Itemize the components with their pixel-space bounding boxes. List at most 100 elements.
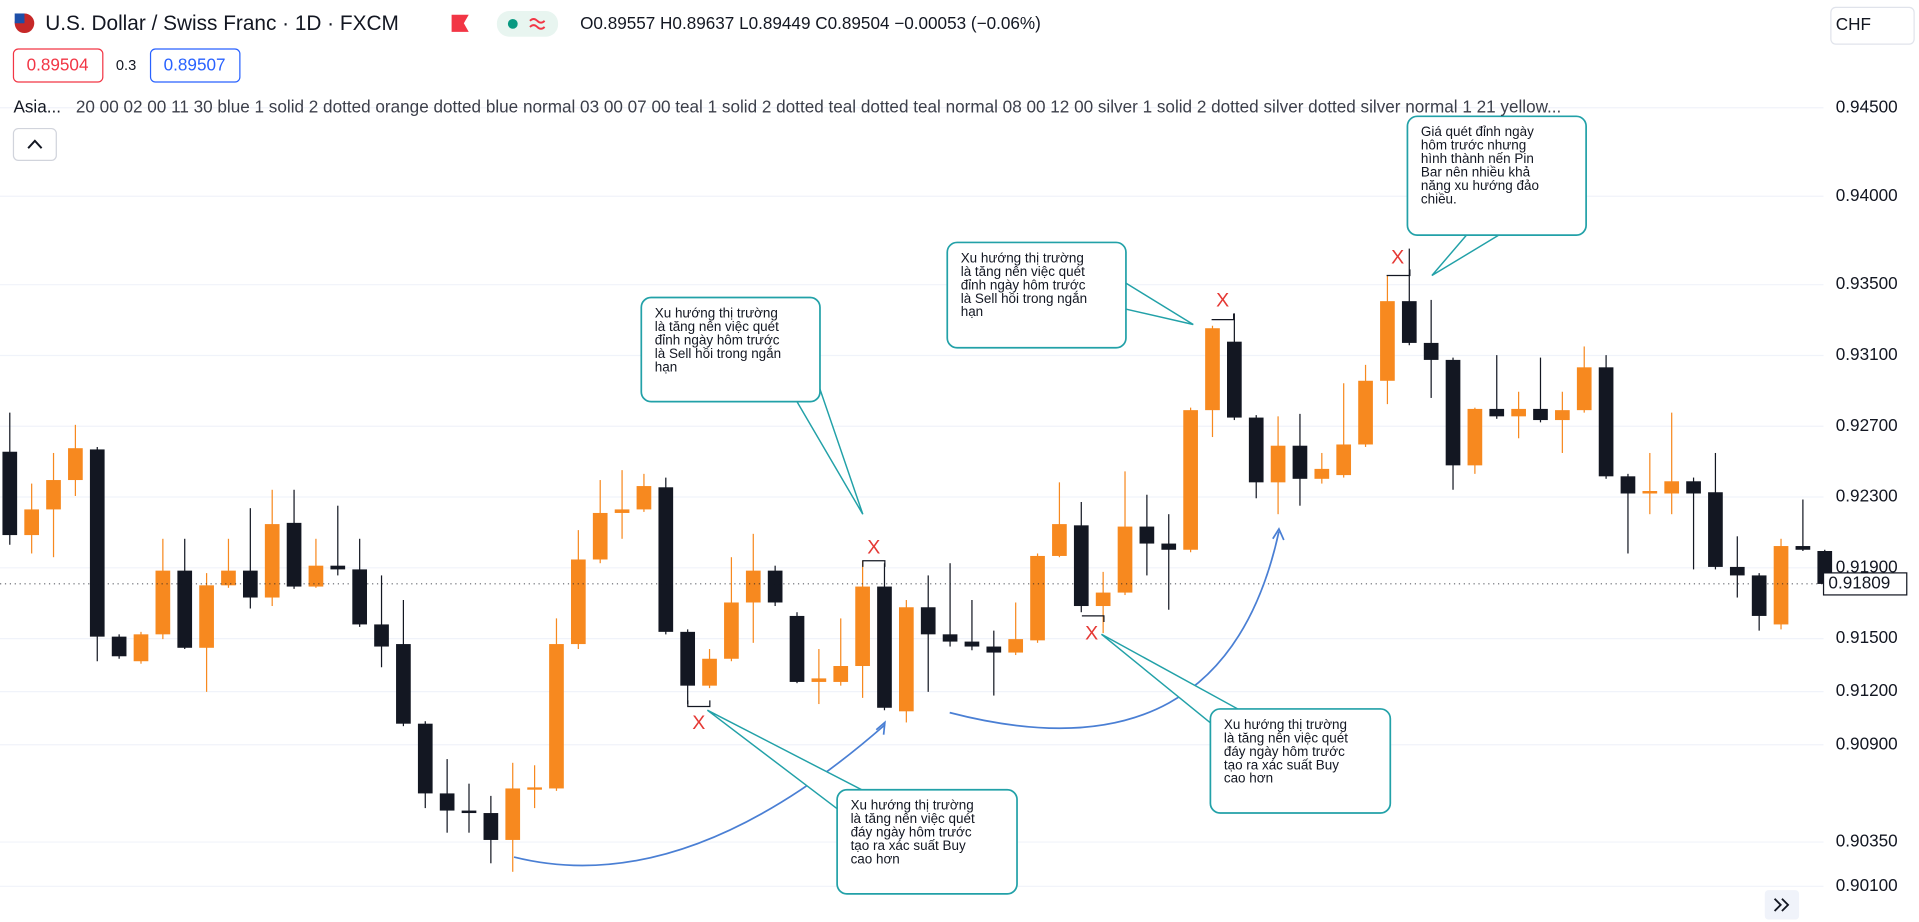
callout-line: tạo ra xác suất Buy	[851, 838, 966, 853]
candle-body	[833, 666, 849, 682]
candle-body	[1270, 445, 1286, 483]
flag	[451, 14, 469, 32]
candle-body	[1708, 492, 1723, 567]
candle-body	[1664, 481, 1680, 494]
callout-line: Giá quét đỉnh ngày	[1421, 124, 1534, 139]
candle-body	[1095, 592, 1111, 607]
y-tick-label: 0.92700	[1836, 415, 1898, 435]
candle-body	[636, 486, 652, 510]
candle-body	[592, 512, 608, 560]
candle-body	[417, 723, 433, 794]
candle-body	[1008, 639, 1024, 653]
candle-body	[89, 449, 105, 637]
callout-line: tạo ra xác suất Buy	[1224, 757, 1339, 772]
candle-body	[396, 644, 411, 724]
candle-body	[286, 522, 302, 587]
bid-price[interactable]: 0.89504	[27, 55, 89, 75]
candle-body	[724, 602, 739, 659]
x-marker: X	[692, 712, 705, 734]
candle-body	[461, 810, 477, 814]
y-tick-label: 0.91900	[1836, 556, 1898, 576]
candle-body	[1686, 481, 1701, 494]
candle-body	[1030, 555, 1045, 641]
candle-body	[133, 634, 149, 662]
arrow	[513, 724, 886, 867]
callout-line: cao hơn	[1224, 770, 1273, 785]
candle-body	[439, 793, 455, 811]
ask-price[interactable]: 0.89507	[164, 55, 226, 75]
callout-line: năng xu hướng đảo	[1421, 178, 1539, 193]
callout-text: Xu hướng thị trường là tăng nên việc quét…	[655, 305, 781, 374]
candle-body	[1576, 367, 1592, 411]
callout-box	[640, 296, 821, 403]
callout-box	[836, 788, 1018, 895]
spread: 0.3	[116, 58, 136, 74]
candle-body	[789, 615, 805, 682]
candle-body	[745, 570, 761, 603]
last-price-box	[1822, 572, 1908, 596]
callout-line: là tăng nên việc quét	[961, 263, 1085, 278]
bracket	[862, 560, 886, 567]
bracket	[1081, 615, 1105, 623]
candle-body	[1073, 525, 1089, 607]
candle-body	[68, 448, 83, 481]
candle-body	[374, 624, 389, 647]
candle-body	[1117, 526, 1133, 593]
callout-line: Bar nên nhiều khả	[1421, 164, 1531, 179]
candle-body	[767, 570, 783, 603]
candle-body	[1511, 408, 1526, 417]
collapse-icon[interactable]	[27, 139, 43, 149]
x-marker: X	[867, 537, 880, 559]
candle-body	[1795, 546, 1811, 550]
scroll-icon[interactable]	[1773, 898, 1790, 912]
candle-body	[1227, 341, 1242, 418]
x-marker: X	[1085, 622, 1098, 644]
y-tick-label: 0.94500	[1836, 96, 1898, 116]
callout-box	[1209, 708, 1392, 814]
candle-body	[221, 570, 236, 586]
candle-body	[942, 634, 958, 642]
y-tick-label: 0.94000	[1836, 185, 1898, 205]
candle-body	[570, 559, 586, 645]
candle-body	[811, 678, 827, 682]
currency-button[interactable]	[1830, 6, 1915, 45]
callout-line: đỉnh ngày hôm trước	[655, 332, 780, 347]
bracket	[1211, 313, 1235, 321]
x-marker: X	[1391, 247, 1404, 269]
candle-body	[1401, 301, 1417, 343]
candle-body	[702, 658, 717, 686]
callout-text: Xu hướng thị trường là tăng nên việc quét…	[961, 250, 1087, 319]
callout-line: cao hơn	[851, 851, 900, 866]
bracket	[687, 700, 711, 708]
callout-text: Xu hướng thị trường là tăng nên việc quét…	[1224, 716, 1348, 785]
arrow-head	[1272, 527, 1285, 541]
callout-text: Giá quét đỉnh ngày hôm trước nhưng hình th…	[1421, 124, 1539, 206]
status-dot	[507, 18, 518, 29]
ask-box[interactable]	[149, 48, 241, 83]
collapse-button[interactable]	[12, 127, 57, 162]
y-tick-label: 0.93500	[1836, 273, 1898, 293]
indicator-params: 20 00 02 00 11 30 blue 1 solid 2 dotted …	[76, 96, 1561, 116]
callout-line: đáy ngày hôm trước	[851, 824, 972, 839]
candle-body	[1598, 367, 1614, 477]
candle-body	[899, 607, 914, 712]
callout-line: Xu hướng thị trường	[655, 305, 778, 320]
candle-body	[527, 787, 542, 790]
callout-text: Xu hướng thị trường là tăng nên việc quét…	[851, 797, 975, 866]
candle-body	[46, 480, 61, 510]
callout-line: là tăng nên việc quét	[1224, 730, 1348, 745]
x-marker: X	[1216, 289, 1229, 311]
candle-body	[1642, 491, 1658, 494]
callout-line: là Sell hồi trong ngắn	[655, 345, 781, 360]
arrow	[949, 531, 1280, 730]
indicator-name: Asia...	[13, 96, 61, 116]
callout-line: là tăng nên việc quét	[851, 811, 975, 826]
candle-body	[199, 585, 214, 648]
candle-body	[1620, 476, 1636, 494]
callout-line: hình thành nến Pin	[1421, 151, 1534, 166]
bid-box[interactable]	[12, 48, 104, 83]
status-icon	[529, 18, 546, 30]
